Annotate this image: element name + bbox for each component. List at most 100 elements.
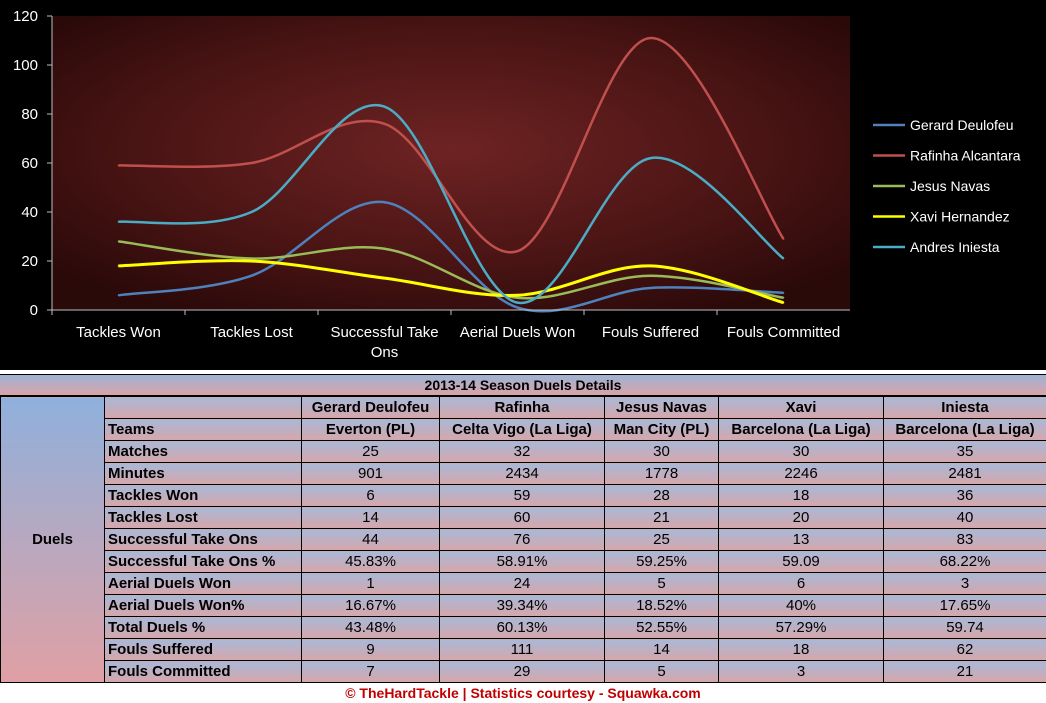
row-label: Teams [104, 418, 302, 441]
data-point [250, 211, 253, 213]
team-cell: Barcelona (La Liga) [883, 418, 1046, 441]
data-point [649, 287, 652, 289]
team-cell: Celta Vigo (La Liga) [439, 418, 605, 441]
player-header: Iniesta [883, 396, 1046, 419]
team-cell: Everton (PL) [301, 418, 440, 441]
stat-cell: 2481 [883, 462, 1046, 485]
stat-cell: 1778 [604, 462, 719, 485]
table-row: Aerial Duels Won% 16.67% 39.34% 18.52% 40% 17… [1, 594, 1046, 617]
table-row: Teams Everton (PL) Celta Vigo (La Liga) Man… [1, 418, 1046, 441]
data-point [516, 301, 519, 304]
row-label: Successful Take Ons % [104, 550, 302, 573]
stat-cell: 3 [883, 572, 1046, 595]
stat-cell: 68.22% [883, 550, 1046, 573]
stat-cell: 24 [439, 572, 605, 595]
data-point [782, 292, 785, 294]
stat-cell: 60 [439, 506, 605, 529]
table-row: Matches 25 32 30 30 35 [1, 440, 1046, 463]
table-row: Total Duels % 43.48% 60.13% 52.55% 57.29% 59.… [1, 616, 1046, 639]
data-point [117, 294, 120, 297]
data-point [383, 247, 386, 250]
stat-cell: 7 [301, 660, 440, 683]
row-label: Matches [104, 440, 302, 463]
footer-credit: © TheHardTackle | Statistics courtesy - … [0, 684, 1046, 703]
row-label: Fouls Committed [104, 660, 302, 683]
row-label: Aerial Duels Won% [104, 594, 302, 617]
stat-cell: 60.13% [439, 616, 605, 639]
legend-label: Rafinha Alcantara [910, 148, 1021, 164]
stat-cell: 40 [883, 506, 1046, 529]
stat-cell: 29 [439, 660, 605, 683]
series-line [118, 200, 784, 313]
x-tick-label: Successful Take Ons [330, 324, 438, 361]
player-header: Xavi [718, 396, 884, 419]
table-row: Fouls Suffered 9 111 14 18 62 [1, 638, 1046, 661]
stat-cell: 44 [301, 528, 440, 551]
data-point [782, 301, 785, 304]
stat-cell: 59.74 [883, 616, 1046, 639]
stat-cell: 21 [883, 660, 1046, 683]
stat-cell: 18 [718, 484, 884, 507]
stat-cell: 901 [301, 462, 440, 485]
data-point [250, 274, 253, 277]
row-label: Minutes [104, 462, 302, 485]
data-point [516, 306, 519, 309]
row-label: Tackles Won [104, 484, 302, 507]
table-row: Aerial Duels Won 1 24 5 6 3 [1, 572, 1046, 595]
team-cell: Man City (PL) [604, 418, 719, 441]
team-cell: Barcelona (La Liga) [718, 418, 884, 441]
duels-table: Duels Gerard Deulofeu Rafinha Jesus Navas Xa… [0, 396, 1046, 683]
stat-cell: 40% [718, 594, 884, 617]
stat-cell: 18.52% [604, 594, 719, 617]
data-point [250, 162, 253, 164]
player-header: Rafinha [439, 396, 605, 419]
x-tick-label: Tackles Lost [210, 324, 293, 341]
stat-cell: 58.91% [439, 550, 605, 573]
stat-cell: 16.67% [301, 594, 440, 617]
data-point [649, 274, 652, 277]
data-point [117, 164, 120, 167]
data-point [383, 277, 386, 279]
stat-cell: 17.65% [883, 594, 1046, 617]
row-label: Total Duels % [104, 616, 302, 639]
stat-cell: 21 [604, 506, 719, 529]
data-point [117, 240, 120, 243]
data-point [516, 296, 519, 299]
data-point [649, 157, 652, 159]
data-point [782, 296, 785, 299]
stat-cell: 59.09 [718, 550, 884, 573]
stat-cell: 2246 [718, 462, 884, 485]
table-row: Tackles Lost 14 60 21 20 40 [1, 506, 1046, 529]
stat-cell: 13 [718, 528, 884, 551]
data-point [782, 238, 785, 240]
stat-cell: 35 [883, 440, 1046, 463]
line-chart: 0 20 40 60 80 100 120 Tackles Won Tackles Lost Su… [13, 8, 1021, 361]
data-point [117, 221, 120, 223]
player-header: Gerard Deulofeu [301, 396, 440, 419]
data-point [383, 123, 386, 125]
stat-cell: 14 [301, 506, 440, 529]
legend-label: Jesus Navas [910, 178, 990, 194]
table-title: 2013-14 Season Duels Details [0, 374, 1046, 396]
stat-cell: 32 [439, 440, 605, 463]
stat-cell: 5 [604, 572, 719, 595]
data-point [516, 294, 519, 297]
stat-cell: 28 [604, 484, 719, 507]
stat-cell: 59.25% [604, 550, 719, 573]
stat-cell: 14 [604, 638, 719, 661]
row-group-label: Duels [0, 396, 105, 683]
table-row: Tackles Won 6 59 28 18 36 [1, 484, 1046, 507]
x-tick-label: Fouls Suffered [602, 324, 699, 341]
y-tick-label: 120 [13, 8, 38, 25]
y-tick-label: 100 [13, 57, 38, 74]
table-row: Successful Take Ons % 45.83% 58.91% 59.25% 5… [1, 550, 1046, 573]
stat-cell: 76 [439, 528, 605, 551]
header-blank-cell [104, 396, 302, 419]
stat-cell: 36 [883, 484, 1046, 507]
table-row: Fouls Committed 7 29 5 3 21 [1, 660, 1046, 683]
table-row: Minutes 901 2434 1778 2246 2481 [1, 462, 1046, 485]
table-header-row: Duels Gerard Deulofeu Rafinha Jesus Navas Xa… [0, 396, 1046, 683]
stat-cell: 83 [883, 528, 1046, 551]
series-line [118, 240, 784, 300]
stat-cell: 25 [604, 528, 719, 551]
